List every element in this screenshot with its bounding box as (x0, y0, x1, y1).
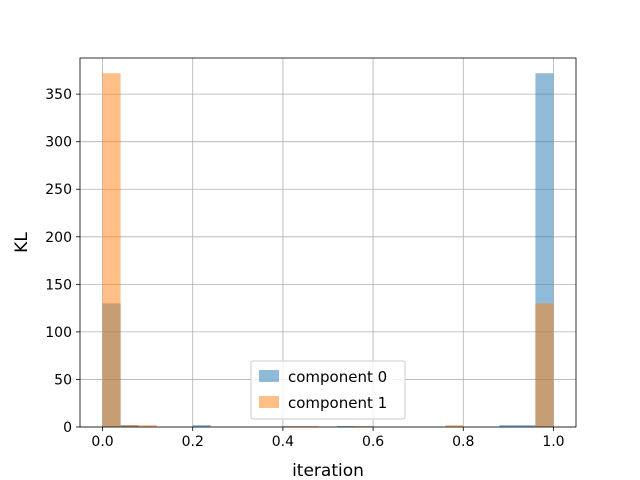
bar-component-1 (282, 426, 301, 427)
y-tick-label: 0 (63, 420, 72, 436)
legend-label: component 1 (288, 394, 387, 412)
y-tick-label: 150 (45, 277, 72, 293)
bar-component-0 (337, 426, 356, 427)
legend-swatch (259, 396, 279, 408)
bar-component-1 (102, 73, 121, 427)
x-tick-label: 1.0 (542, 434, 564, 450)
x-tick-label: 0.0 (91, 434, 113, 450)
bar-component-0 (517, 425, 536, 427)
x-tick-label: 0.6 (362, 434, 384, 450)
x-tick-label: 0.8 (452, 434, 474, 450)
bar-component-0 (499, 425, 518, 427)
bars (102, 73, 554, 427)
y-tick-label: 200 (45, 230, 72, 246)
bar-component-1 (535, 303, 554, 427)
bar-component-0 (192, 425, 211, 427)
y-tick-label: 100 (45, 325, 72, 341)
x-tick-label: 0.2 (182, 434, 204, 450)
bar-component-1 (120, 425, 139, 427)
x-tick-label: 0.4 (272, 434, 294, 450)
axis-ticks: 0.0 0.2 0.4 0.6 0.8 1.0 0 50 100 150 200 250 300 350 (45, 87, 564, 450)
legend-frame (250, 360, 406, 420)
y-tick-label: 50 (54, 372, 72, 388)
y-tick-label: 250 (45, 182, 72, 198)
bar-component-1 (445, 425, 464, 427)
x-axis-title: iteration (292, 461, 364, 480)
y-tick-label: 300 (45, 135, 72, 151)
y-tick-label: 350 (45, 87, 72, 103)
legend: component 0 component 1 (250, 360, 406, 420)
bar-component-1 (355, 426, 374, 427)
plot-frame (79, 57, 577, 428)
bar-component-1 (138, 425, 157, 427)
legend-label: component 0 (288, 368, 387, 386)
legend-swatch (259, 370, 279, 382)
y-axis-title: KL (12, 232, 32, 253)
bar-component-1 (300, 426, 319, 427)
